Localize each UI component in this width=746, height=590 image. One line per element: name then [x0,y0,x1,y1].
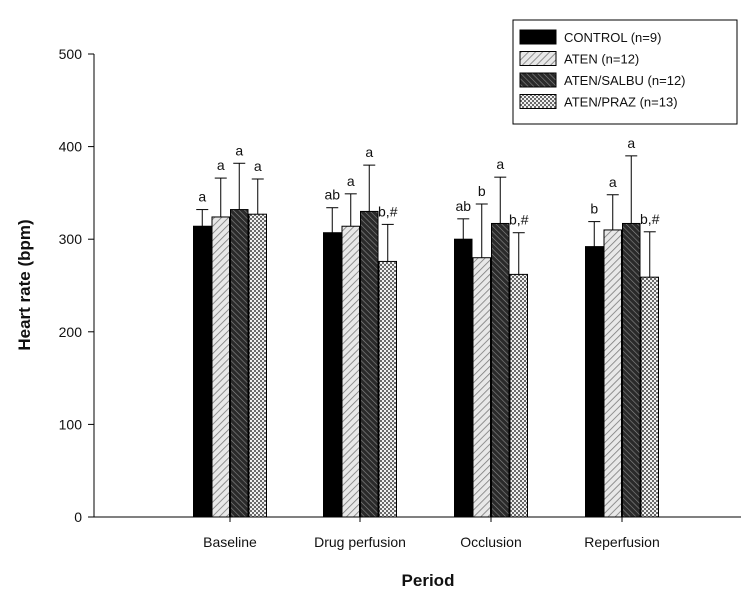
y-tick-label: 100 [59,416,83,432]
y-tick-label: 0 [74,509,82,525]
bar [603,229,622,518]
x-axis-title: Period [402,571,455,590]
legend-swatch [519,51,557,66]
significance-label: b,# [509,212,529,228]
bar [230,209,249,518]
bar [585,246,604,518]
bar [360,210,379,518]
bar [454,238,473,518]
bar [378,260,397,518]
bar [509,273,528,518]
x-tick-label: Occlusion [460,534,521,550]
legend-swatch [519,29,557,45]
significance-label: ab [455,198,471,214]
significance-label: a [609,174,617,190]
significance-label: b [590,201,598,217]
significance-label: a [365,144,373,160]
x-tick-label: Drug perfusion [314,534,406,550]
significance-label: a [347,173,355,189]
bar [640,276,659,518]
bar [193,225,212,518]
bar [248,213,267,518]
legend-label: ATEN (n=12) [564,52,639,67]
bar [211,216,230,518]
y-axis-title: Heart rate (bpm) [15,219,34,350]
legend-label: ATEN/SALBU (n=12) [564,73,686,88]
bar [341,225,360,518]
y-tick-label: 300 [59,231,83,247]
x-tick-label: Reperfusion [584,534,660,550]
significance-label: b,# [378,203,398,219]
bar [472,257,491,518]
significance-label: a [217,157,225,173]
significance-label: a [496,156,504,172]
significance-label: a [627,135,635,151]
bar [323,232,342,518]
significance-label: a [198,189,206,205]
y-tick-label: 400 [59,139,83,155]
legend-label: CONTROL (n=9) [564,30,661,45]
bar [491,222,510,518]
significance-label: b [478,183,486,199]
y-tick-label: 200 [59,324,83,340]
legend-swatch [519,72,557,88]
legend-swatch [519,94,557,109]
x-tick-label: Baseline [203,534,257,550]
significance-label: a [235,142,243,158]
legend-label: ATEN/PRAZ (n=13) [564,95,678,110]
significance-label: ab [324,187,340,203]
significance-label: b,# [640,211,660,227]
bar [622,222,641,518]
y-tick-label: 500 [59,46,83,62]
significance-label: a [254,158,262,174]
